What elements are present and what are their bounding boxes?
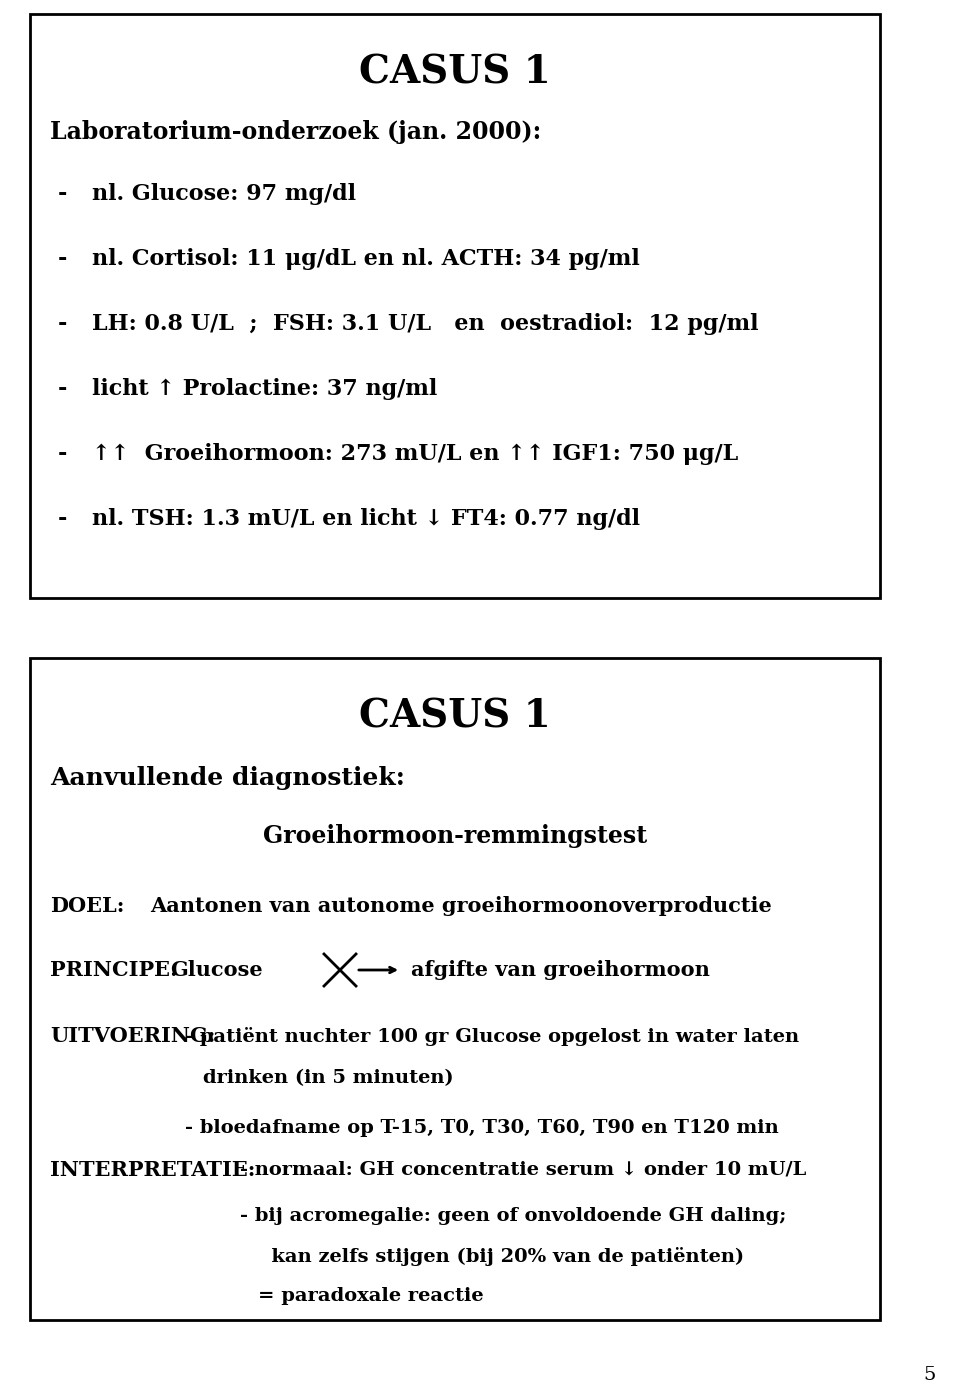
Text: drinken (in 5 minuten): drinken (in 5 minuten) — [203, 1069, 454, 1087]
Text: licht ↑ Prolactine: 37 ng/ml: licht ↑ Prolactine: 37 ng/ml — [92, 378, 437, 400]
Text: LH: 0.8 U/L  ;  FSH: 3.1 U/L   en  oestradiol:  12 pg/ml: LH: 0.8 U/L ; FSH: 3.1 U/L en oestradiol… — [92, 314, 758, 335]
Text: 5: 5 — [924, 1366, 936, 1384]
Text: nl. Cortisol: 11 μg/dL en nl. ACTH: 34 pg/ml: nl. Cortisol: 11 μg/dL en nl. ACTH: 34 p… — [92, 248, 639, 270]
Text: -: - — [58, 507, 67, 530]
Text: - bloedafname op T-15, T0, T30, T60, T90 en T120 min: - bloedafname op T-15, T0, T30, T60, T90… — [185, 1119, 779, 1138]
Text: afgifte van groeihormoon: afgifte van groeihormoon — [411, 960, 709, 980]
Text: - normaal: GH concentratie serum ↓ onder 10 mU/L: - normaal: GH concentratie serum ↓ onder… — [240, 1161, 806, 1179]
Text: kan zelfs stijgen (bij 20% van de patiënten): kan zelfs stijgen (bij 20% van de patiën… — [258, 1246, 744, 1266]
Text: Aantonen van autonome groeihormoonoverproductie: Aantonen van autonome groeihormoonoverpr… — [150, 896, 772, 916]
Text: UITVOERING:: UITVOERING: — [50, 1026, 215, 1046]
Text: INTERPRETATIE:: INTERPRETATIE: — [50, 1160, 255, 1179]
Text: CASUS 1: CASUS 1 — [359, 697, 551, 735]
Text: Laboratorium-onderzoek (jan. 2000):: Laboratorium-onderzoek (jan. 2000): — [50, 120, 541, 144]
Text: = paradoxale reactie: = paradoxale reactie — [258, 1287, 484, 1305]
Text: nl. Glucose: 97 mg/dl: nl. Glucose: 97 mg/dl — [92, 183, 356, 205]
Text: -: - — [58, 183, 67, 205]
Text: -: - — [58, 378, 67, 400]
Text: Groeihormoon-remmingstest: Groeihormoon-remmingstest — [263, 824, 647, 848]
Text: CASUS 1: CASUS 1 — [359, 53, 551, 91]
Text: ↑↑  Groeihormoon: 273 mU/L en ↑↑ IGF1: 750 μg/L: ↑↑ Groeihormoon: 273 mU/L en ↑↑ IGF1: 75… — [92, 443, 738, 466]
Text: DOEL:: DOEL: — [50, 896, 125, 916]
Text: Aanvullende diagnostiek:: Aanvullende diagnostiek: — [50, 765, 405, 790]
Text: Glucose: Glucose — [170, 960, 263, 980]
Text: -: - — [58, 248, 67, 270]
Text: - patiënt nuchter 100 gr Glucose opgelost in water laten: - patiënt nuchter 100 gr Glucose opgelos… — [185, 1026, 799, 1046]
Text: -: - — [58, 443, 67, 466]
Bar — [30, 14, 880, 598]
Text: nl. TSH: 1.3 mU/L en licht ↓ FT4: 0.77 ng/dl: nl. TSH: 1.3 mU/L en licht ↓ FT4: 0.77 n… — [92, 507, 640, 530]
Text: - bij acromegalie: geen of onvoldoende GH daling;: - bij acromegalie: geen of onvoldoende G… — [240, 1207, 786, 1225]
Bar — [30, 658, 880, 1320]
Text: -: - — [58, 314, 67, 335]
Text: PRINCIPE:: PRINCIPE: — [50, 960, 178, 980]
